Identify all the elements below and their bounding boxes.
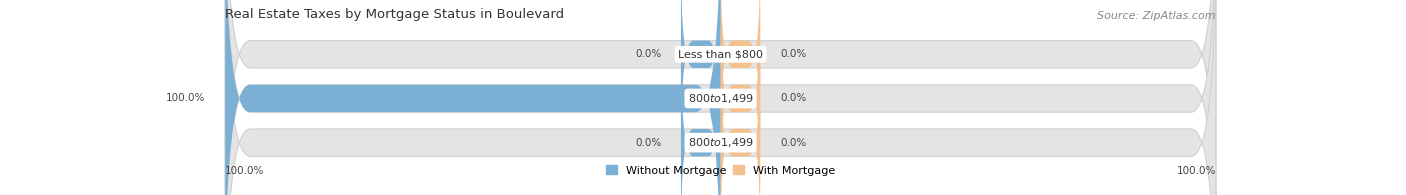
Text: 0.0%: 0.0% <box>636 138 661 148</box>
FancyBboxPatch shape <box>721 2 761 195</box>
FancyBboxPatch shape <box>681 46 721 195</box>
FancyBboxPatch shape <box>681 0 721 151</box>
FancyBboxPatch shape <box>721 46 761 195</box>
FancyBboxPatch shape <box>225 0 1216 195</box>
Text: $800 to $1,499: $800 to $1,499 <box>688 136 754 149</box>
FancyBboxPatch shape <box>225 0 721 195</box>
Text: 0.0%: 0.0% <box>780 138 806 148</box>
Text: 0.0%: 0.0% <box>636 49 661 59</box>
Text: Source: ZipAtlas.com: Source: ZipAtlas.com <box>1097 11 1216 21</box>
Text: 0.0%: 0.0% <box>780 49 806 59</box>
Text: 0.0%: 0.0% <box>780 93 806 104</box>
Text: $800 to $1,499: $800 to $1,499 <box>688 92 754 105</box>
Text: 100.0%: 100.0% <box>166 93 205 104</box>
FancyBboxPatch shape <box>721 0 761 151</box>
Text: Less than $800: Less than $800 <box>678 49 763 59</box>
Text: 100.0%: 100.0% <box>225 166 264 176</box>
Text: Real Estate Taxes by Mortgage Status in Boulevard: Real Estate Taxes by Mortgage Status in … <box>225 8 564 21</box>
Legend: Without Mortgage, With Mortgage: Without Mortgage, With Mortgage <box>606 165 835 176</box>
FancyBboxPatch shape <box>225 0 1216 195</box>
Text: 100.0%: 100.0% <box>1177 166 1216 176</box>
FancyBboxPatch shape <box>225 0 1216 195</box>
